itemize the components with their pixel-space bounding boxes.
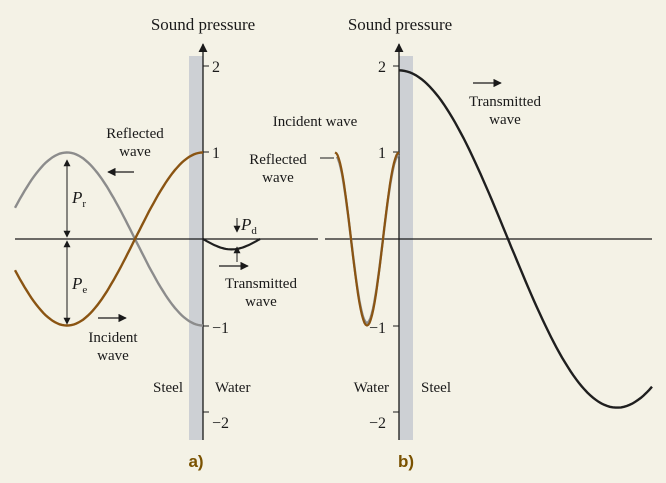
panel-b-reflected-label: Reflected wave: [249, 152, 307, 186]
panel-b-incident-label: Incident wave: [273, 114, 358, 130]
panel-a-transmitted-label: Transmitted wave: [225, 276, 297, 310]
panel-b-tick-2: 2: [378, 59, 386, 76]
panel-a-pe-label: Pe: [71, 274, 87, 296]
panel-b-incident-wave-curve: [334, 151, 400, 327]
panel-a-label: a): [188, 452, 203, 471]
panel-a-right-medium-label: Water: [215, 380, 250, 396]
panel-a-pr-label: Pr: [71, 188, 86, 210]
panel-a-transmitted-wave-curve: [202, 238, 261, 251]
panel-b-wall-strip: [399, 56, 413, 440]
panel-a-axis-title: Sound pressure: [151, 15, 255, 34]
panel-a-incident-wave-curve: [13, 151, 204, 327]
panel-b-left-medium-label: Water: [354, 380, 389, 396]
panel-a-tick-m2: −2: [212, 415, 229, 432]
panel-a-tick-1: 1: [212, 145, 220, 162]
panel-a-wall-strip: [189, 56, 203, 440]
panel-b-axis-title: Sound pressure: [348, 15, 452, 34]
panel-a-incident-label: Incident wave: [88, 330, 138, 364]
panel-b-tick-m1: −1: [369, 320, 386, 337]
panel-a: Sound pressure 2 1 −1 −2 Pr Pe Pd Reflec…: [13, 15, 318, 471]
panel-a-left-medium-label: Steel: [153, 380, 183, 396]
panel-b-label: b): [398, 452, 414, 471]
panel-b: Sound pressure 2 1 −1 −2 Incident wave R…: [249, 15, 653, 471]
panel-a-tick-2: 2: [212, 59, 220, 76]
panel-a-reflected-wave-curve: [13, 151, 204, 327]
panel-a-pd-label: Pd: [240, 215, 257, 237]
panel-a-tick-m1: −1: [212, 320, 229, 337]
panel-b-transmitted-label: Transmitted wave: [469, 94, 541, 128]
panel-b-right-medium-label: Steel: [421, 380, 451, 396]
panel-b-tick-m2: −2: [369, 415, 386, 432]
panel-a-reflected-label: Reflected wave: [106, 126, 164, 160]
panel-b-transmitted-wave-curve: [398, 69, 653, 409]
panel-b-tick-1: 1: [378, 145, 386, 162]
